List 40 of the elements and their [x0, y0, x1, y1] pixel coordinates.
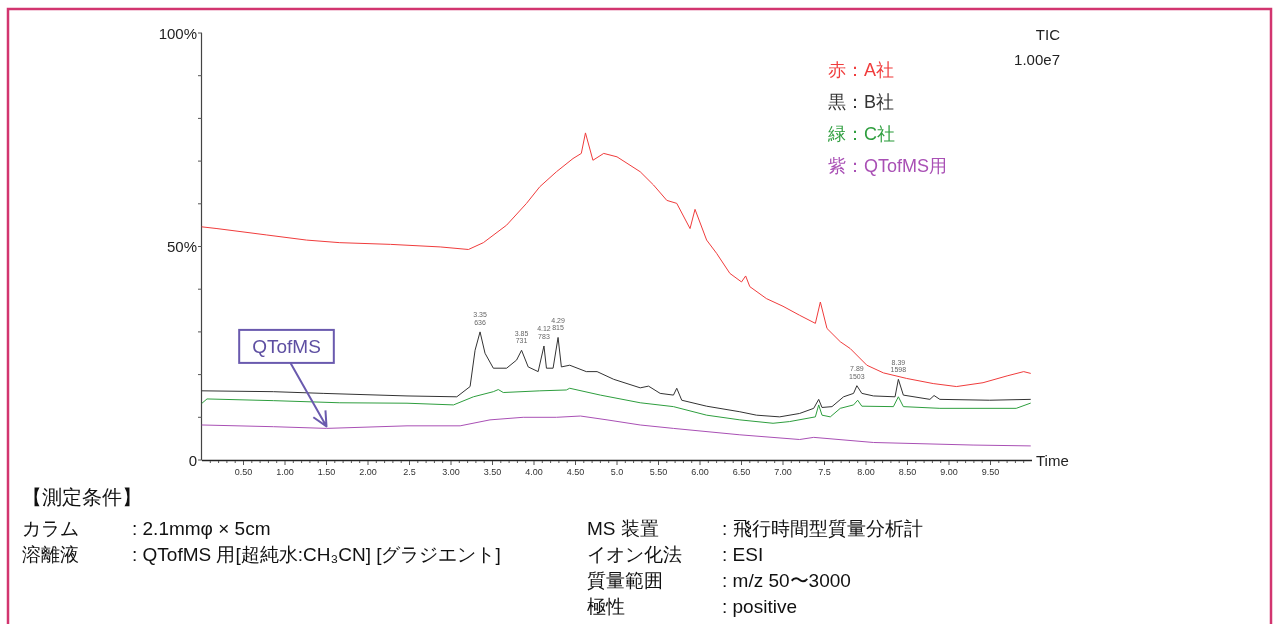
- x-tick-label: 2.5: [403, 467, 416, 477]
- x-tick-label: 6.50: [732, 467, 751, 477]
- text: 極性 : positive: [587, 595, 797, 617]
- x-axis-title: Time: [1036, 451, 1069, 469]
- annotation: QTofMS: [252, 335, 321, 357]
- line-series: [201, 331, 1031, 418]
- x-tick-label: 1.00: [276, 467, 294, 477]
- annotation: 1.00e7: [1014, 50, 1060, 68]
- x-tick-label: 6.00: [691, 467, 709, 477]
- x-tick-label: 2.00: [359, 467, 377, 477]
- text: イオン化法 : ESI: [587, 543, 764, 565]
- text: 黒：B社: [828, 92, 895, 112]
- x-tick-label: 1.50: [317, 467, 336, 477]
- y-tick-label: 0: [188, 451, 197, 469]
- x-tick-label: 8.50: [898, 467, 917, 477]
- x-tick-label: 5.50: [649, 467, 668, 477]
- y-tick-label: 50%: [166, 238, 197, 255]
- line-series: [201, 415, 1031, 447]
- text: 質量範囲 : m/z 50〜3000: [587, 569, 851, 591]
- text: カラム : 2.1mmφ × 5cm: [22, 517, 271, 539]
- line-series: [201, 387, 1031, 424]
- x-tick-label: 4.50: [566, 467, 585, 477]
- text: 緑：C社: [827, 124, 895, 144]
- x-tick-label: 9.50: [981, 467, 1000, 477]
- x-tick-label: 3.00: [442, 467, 460, 477]
- text: 紫：QTofMS用: [828, 156, 948, 176]
- x-tick-label: 9.00: [940, 467, 958, 477]
- text: 【測定条件】: [22, 486, 142, 508]
- x-tick-label: 5.0: [610, 467, 624, 477]
- x-tick-label: 7.00: [774, 467, 792, 477]
- x-tick-label: 4.00: [525, 467, 543, 477]
- text: 溶離液 : QTofMS 用[超純水:CH₃CN] [グラジエント]: [22, 543, 501, 565]
- text: MS 装置 : 飛行時間型質量分析計: [587, 517, 923, 539]
- x-tick-label: 7.5: [818, 467, 831, 477]
- text: TIC: [1035, 25, 1061, 43]
- x-tick-label: 0.50: [234, 467, 253, 477]
- text: 赤：A社: [828, 60, 895, 80]
- x-tick-label: 8.00: [857, 467, 875, 477]
- y-tick-label: 100%: [158, 24, 197, 42]
- x-tick-label: 3.50: [483, 467, 502, 477]
